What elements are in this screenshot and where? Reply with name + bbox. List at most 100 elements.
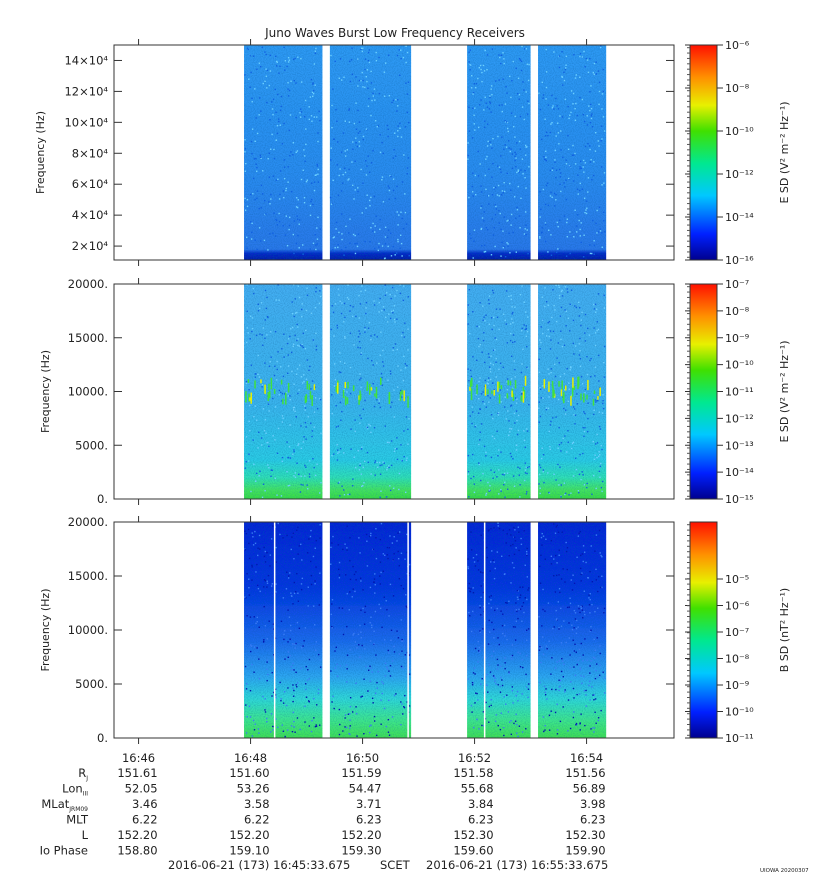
speckle (510, 213, 513, 216)
speckle (568, 494, 570, 496)
colorbar-tick-label: 10⁻¹⁶ (725, 254, 754, 267)
speckle (398, 472, 401, 475)
speckle (467, 323, 469, 325)
speckle (556, 661, 558, 663)
speckle (479, 64, 482, 67)
speckle (362, 79, 364, 82)
speckle (399, 122, 401, 125)
speckle (514, 159, 516, 162)
speckle (311, 435, 313, 438)
speckle (561, 51, 563, 53)
speckle (277, 284, 279, 286)
speckle (549, 330, 552, 332)
speckle (246, 284, 248, 286)
speckle (484, 379, 487, 382)
speckle (579, 611, 581, 614)
speckle (470, 375, 473, 378)
speckle (494, 720, 497, 723)
speckle (400, 724, 402, 726)
speckle (404, 694, 406, 697)
speckle (398, 577, 401, 580)
speckle (491, 621, 493, 624)
speckle (588, 684, 590, 687)
speckle (380, 571, 382, 574)
speckle (560, 190, 562, 193)
speckle (255, 117, 257, 119)
speckle (359, 624, 361, 627)
speckle (246, 205, 249, 208)
speckle (385, 600, 387, 602)
speckle (545, 335, 548, 337)
speckle (292, 695, 295, 697)
speckle (601, 490, 603, 493)
speckle (318, 604, 320, 606)
speckle (574, 423, 576, 425)
speckle (577, 535, 580, 537)
speckle (520, 543, 523, 546)
speckle (578, 648, 581, 651)
colorbar (690, 284, 717, 499)
speckle (573, 353, 575, 355)
speckle (384, 662, 387, 665)
speckle (287, 656, 289, 659)
speckle (391, 286, 394, 289)
speckle (339, 665, 342, 667)
speckle (509, 182, 511, 185)
speckle (508, 147, 510, 149)
speckle (394, 343, 397, 345)
speckle (550, 673, 552, 675)
speckle (488, 108, 491, 110)
speckle (283, 356, 285, 358)
speckle (304, 705, 306, 708)
speckle (265, 432, 267, 435)
speckle (390, 175, 392, 178)
speckle (392, 347, 395, 349)
speckle (308, 658, 311, 661)
speckle (287, 456, 290, 459)
speckle (360, 448, 363, 450)
speckle (304, 721, 306, 723)
speckle (310, 730, 313, 733)
speckle (482, 339, 485, 342)
speckle (336, 141, 339, 143)
speckle (491, 328, 493, 331)
speckle (387, 245, 389, 248)
speckle (553, 558, 555, 560)
speckle (519, 652, 521, 655)
speckle (468, 587, 470, 589)
speckle (555, 526, 558, 528)
speckle (283, 159, 286, 161)
speckle (372, 95, 374, 97)
speckle (524, 462, 526, 464)
speckle (486, 54, 489, 56)
speckle (368, 97, 370, 100)
speckle (480, 571, 482, 573)
speckle (601, 232, 603, 234)
speckle (573, 236, 575, 238)
speckle (300, 111, 303, 113)
speckle (495, 361, 497, 363)
emission-streak (580, 393, 582, 401)
speckle (513, 485, 516, 487)
speckle (589, 612, 591, 614)
speckle (286, 342, 289, 345)
speckle (362, 47, 364, 50)
speckle (298, 223, 300, 225)
speckle (521, 363, 523, 365)
speckle (538, 464, 541, 466)
speckle (360, 290, 362, 293)
speckle (501, 190, 504, 192)
speckle (399, 74, 401, 76)
emission-streak (572, 377, 574, 388)
speckle (291, 301, 293, 303)
speckle (490, 456, 493, 459)
speckle (387, 128, 389, 131)
speckle (398, 653, 400, 655)
speckle (494, 349, 496, 351)
speckle (590, 376, 592, 378)
speckle (497, 454, 499, 457)
speckle (500, 255, 502, 257)
speckle (345, 574, 347, 576)
speckle (304, 409, 306, 411)
ephemeris-value: 52.05 (125, 782, 158, 796)
